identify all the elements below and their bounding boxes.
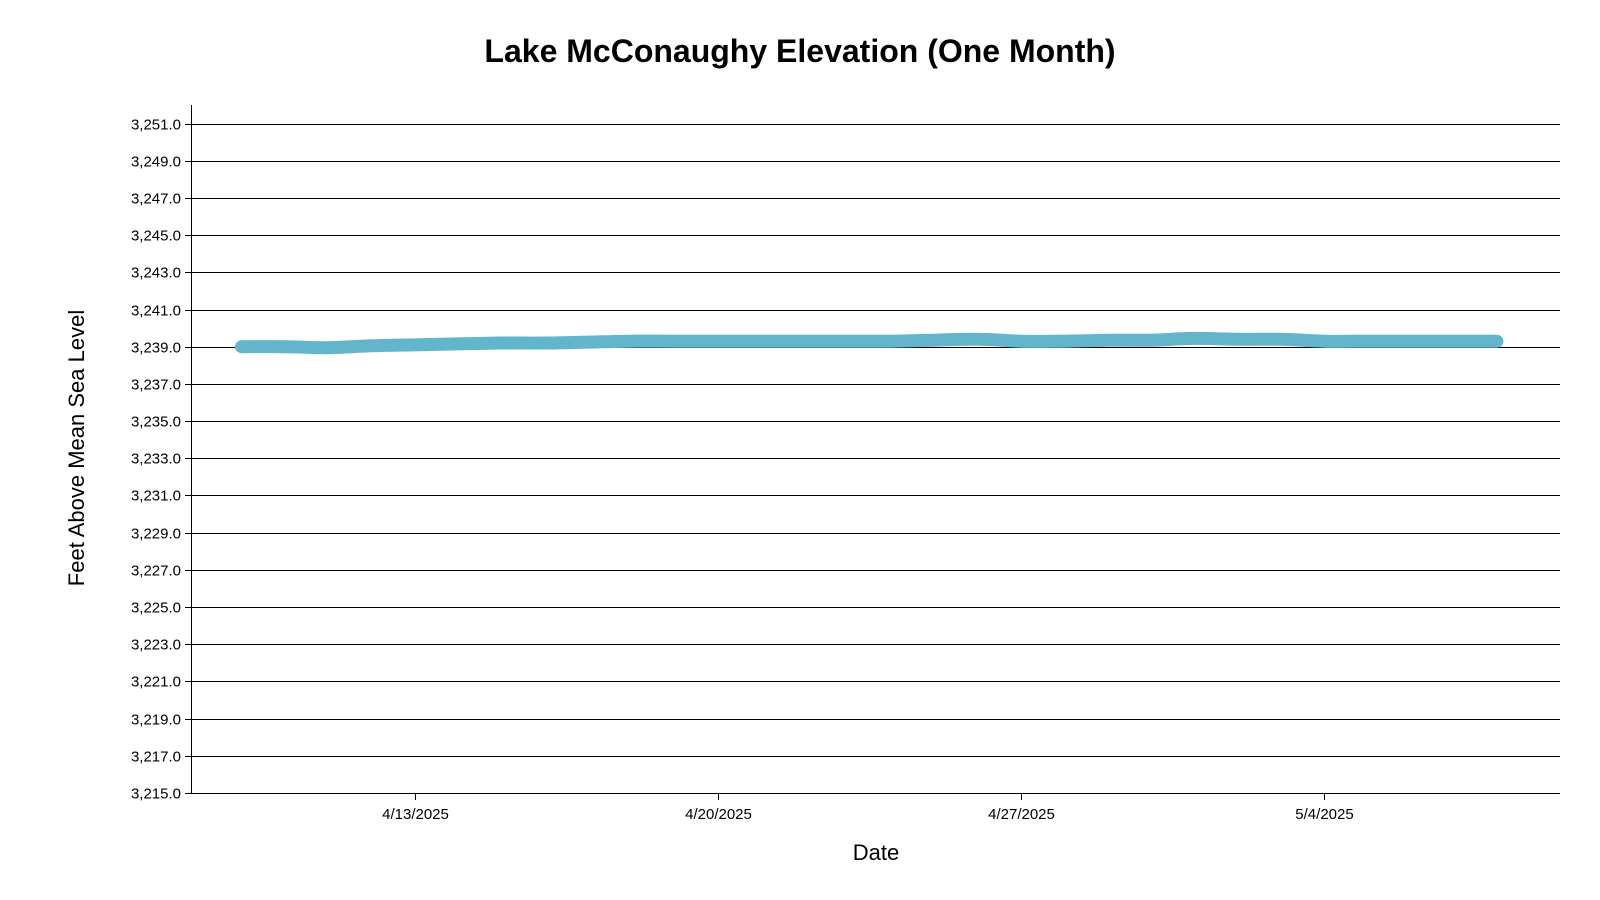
x-tick-label: 5/4/2025	[1295, 806, 1353, 823]
y-tick-label: 3,227.0	[131, 563, 181, 580]
axes	[191, 105, 1560, 794]
y-tick-label: 3,241.0	[131, 303, 181, 320]
y-tick-label: 3,233.0	[131, 451, 181, 468]
y-tick-label: 3,215.0	[131, 786, 181, 803]
y-tick-label: 3,225.0	[131, 600, 181, 617]
y-axis-ticks: 3,215.0 3,217.0 3,219.0 3,221.0 3,223.0 3,225…	[131, 117, 191, 803]
y-tick-label: 3,229.0	[131, 526, 181, 543]
chart-title: Lake McConaughy Elevation (One Month)	[484, 33, 1115, 69]
y-tick-label: 3,251.0	[131, 117, 181, 134]
y-tick-label: 3,217.0	[131, 749, 181, 766]
series-line	[235, 331, 1504, 355]
x-axis-ticks: 4/13/2025 4/20/2025 4/27/2025 5/4/2025	[382, 793, 1354, 823]
y-tick-label: 3,219.0	[131, 712, 181, 729]
x-tick-label: 4/20/2025	[685, 806, 752, 823]
y-axis-title: Feet Above Mean Sea Level	[64, 310, 89, 586]
x-tick-label: 4/13/2025	[382, 806, 449, 823]
y-tick-label: 3,237.0	[131, 377, 181, 394]
x-tick-label: 4/27/2025	[988, 806, 1055, 823]
y-tick-label: 3,245.0	[131, 228, 181, 245]
y-tick-label: 3,223.0	[131, 637, 181, 654]
y-tick-label: 3,239.0	[131, 340, 181, 357]
y-tick-label: 3,235.0	[131, 414, 181, 431]
y-tick-label: 3,247.0	[131, 191, 181, 208]
y-tick-label: 3,249.0	[131, 154, 181, 171]
y-tick-label: 3,221.0	[131, 674, 181, 691]
gridlines	[191, 124, 1560, 757]
y-tick-label: 3,231.0	[131, 488, 181, 505]
series-layer	[235, 331, 1504, 355]
x-axis-title: Date	[853, 840, 899, 865]
y-tick-label: 3,243.0	[131, 265, 181, 282]
